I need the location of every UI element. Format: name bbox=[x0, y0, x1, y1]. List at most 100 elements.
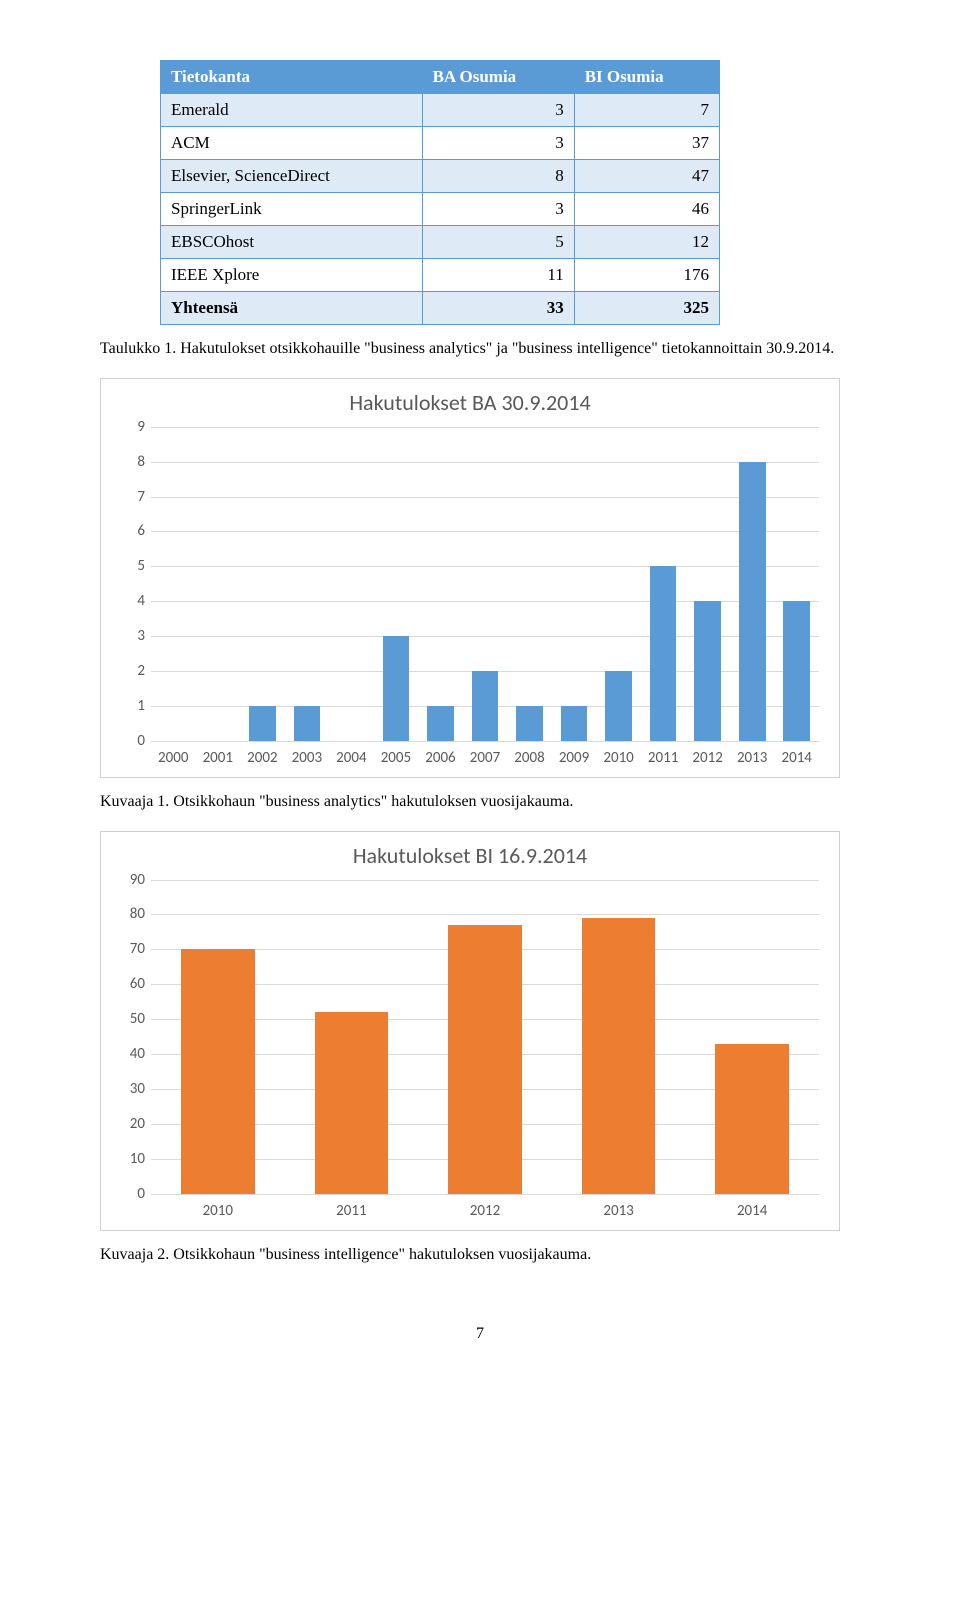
bars-container: 20102011201220132014 bbox=[151, 880, 819, 1194]
table-row: SpringerLink346 bbox=[161, 193, 720, 226]
y-tick-label: 80 bbox=[117, 905, 145, 923]
chart-ba-caption: Kuvaaja 1. Otsikkohaun "business analyti… bbox=[100, 792, 860, 813]
cell-ba: 5 bbox=[422, 226, 574, 259]
cell-db-name: Elsevier, ScienceDirect bbox=[161, 160, 423, 193]
cell-db-name: IEEE Xplore bbox=[161, 259, 423, 292]
x-tick-label: 2004 bbox=[329, 749, 374, 767]
cell-db-name: ACM bbox=[161, 127, 423, 160]
bar-slot: 2009 bbox=[552, 427, 597, 741]
bar-slot: 2011 bbox=[641, 427, 686, 741]
cell-db-name: Emerald bbox=[161, 94, 423, 127]
bar bbox=[715, 1044, 788, 1194]
x-tick-label: 2005 bbox=[374, 749, 419, 767]
chart-bi: Hakutulokset BI 16.9.2014 01020304050607… bbox=[100, 831, 840, 1231]
col-header-db: Tietokanta bbox=[161, 61, 423, 94]
bar-slot: 2012 bbox=[685, 427, 730, 741]
cell-bi: 37 bbox=[574, 127, 719, 160]
cell-ba: 3 bbox=[422, 127, 574, 160]
table-row: Emerald37 bbox=[161, 94, 720, 127]
x-tick-label: 2014 bbox=[685, 1202, 819, 1220]
y-tick-label: 50 bbox=[117, 1010, 145, 1028]
bar-slot: 2003 bbox=[285, 427, 330, 741]
cell-ba: 8 bbox=[422, 160, 574, 193]
x-tick-label: 2000 bbox=[151, 749, 196, 767]
y-tick-label: 10 bbox=[117, 1150, 145, 1168]
y-tick-label: 2 bbox=[117, 662, 145, 680]
bar bbox=[561, 706, 588, 741]
bar bbox=[427, 706, 454, 741]
x-tick-label: 2010 bbox=[151, 1202, 285, 1220]
x-tick-label: 2011 bbox=[285, 1202, 419, 1220]
cell-bi: 7 bbox=[574, 94, 719, 127]
table-row: ACM337 bbox=[161, 127, 720, 160]
bar bbox=[383, 636, 410, 741]
bar-slot: 2010 bbox=[151, 880, 285, 1194]
chart-bi-caption: Kuvaaja 2. Otsikkohaun "business intelli… bbox=[100, 1245, 860, 1266]
y-tick-label: 90 bbox=[117, 871, 145, 889]
col-header-bi: BI Osumia bbox=[574, 61, 719, 94]
x-tick-label: 2009 bbox=[552, 749, 597, 767]
y-tick-label: 4 bbox=[117, 592, 145, 610]
database-hits-table: Tietokanta BA Osumia BI Osumia Emerald37… bbox=[160, 60, 720, 325]
bar bbox=[605, 671, 632, 741]
bar-slot: 2000 bbox=[151, 427, 196, 741]
x-tick-label: 2014 bbox=[774, 749, 819, 767]
page-number: 7 bbox=[100, 1325, 860, 1343]
bar-slot: 2011 bbox=[285, 880, 419, 1194]
cell-bi: 176 bbox=[574, 259, 719, 292]
x-tick-label: 2006 bbox=[418, 749, 463, 767]
bar bbox=[783, 601, 810, 741]
bar-slot: 2014 bbox=[774, 427, 819, 741]
cell-ba: 3 bbox=[422, 94, 574, 127]
x-tick-label: 2012 bbox=[418, 1202, 552, 1220]
bar bbox=[472, 671, 499, 741]
chart-ba-title: Hakutulokset BA 30.9.2014 bbox=[101, 389, 839, 416]
table-row: EBSCOhost512 bbox=[161, 226, 720, 259]
x-tick-label: 2010 bbox=[596, 749, 641, 767]
x-tick-label: 2007 bbox=[463, 749, 508, 767]
x-tick-label: 2011 bbox=[641, 749, 686, 767]
x-tick-label: 2001 bbox=[196, 749, 241, 767]
bar-slot: 2014 bbox=[685, 880, 819, 1194]
y-tick-label: 7 bbox=[117, 488, 145, 506]
chart-bi-title: Hakutulokset BI 16.9.2014 bbox=[101, 842, 839, 869]
bar bbox=[448, 925, 521, 1194]
y-tick-label: 8 bbox=[117, 453, 145, 471]
y-tick-label: 70 bbox=[117, 940, 145, 958]
table-total-row: Yhteensä33325 bbox=[161, 292, 720, 325]
cell-bi: 47 bbox=[574, 160, 719, 193]
bar bbox=[694, 601, 721, 741]
bar-slot: 2001 bbox=[196, 427, 241, 741]
chart-ba: Hakutulokset BA 30.9.2014 01234567892000… bbox=[100, 378, 840, 778]
cell-total-bi: 325 bbox=[574, 292, 719, 325]
bars-container: 2000200120022003200420052006200720082009… bbox=[151, 427, 819, 741]
bar bbox=[315, 1012, 388, 1193]
bar-slot: 2012 bbox=[418, 880, 552, 1194]
cell-db-name: SpringerLink bbox=[161, 193, 423, 226]
bar-slot: 2007 bbox=[463, 427, 508, 741]
bar-slot: 2013 bbox=[552, 880, 686, 1194]
x-tick-label: 2008 bbox=[507, 749, 552, 767]
y-tick-label: 1 bbox=[117, 697, 145, 715]
bar-slot: 2002 bbox=[240, 427, 285, 741]
bar bbox=[181, 949, 254, 1193]
bar-slot: 2010 bbox=[596, 427, 641, 741]
bar bbox=[739, 462, 766, 741]
x-tick-label: 2013 bbox=[552, 1202, 686, 1220]
y-tick-label: 0 bbox=[117, 1185, 145, 1203]
cell-db-name: EBSCOhost bbox=[161, 226, 423, 259]
cell-bi: 46 bbox=[574, 193, 719, 226]
y-tick-label: 5 bbox=[117, 557, 145, 575]
bar-slot: 2004 bbox=[329, 427, 374, 741]
y-tick-label: 20 bbox=[117, 1115, 145, 1133]
cell-ba: 3 bbox=[422, 193, 574, 226]
table-caption: Taulukko 1. Hakutulokset otsikkohauille … bbox=[100, 339, 860, 360]
bar bbox=[249, 706, 276, 741]
bar bbox=[294, 706, 321, 741]
table-row: Elsevier, ScienceDirect847 bbox=[161, 160, 720, 193]
table-row: IEEE Xplore11176 bbox=[161, 259, 720, 292]
y-tick-label: 9 bbox=[117, 418, 145, 436]
bar-slot: 2008 bbox=[507, 427, 552, 741]
col-header-ba: BA Osumia bbox=[422, 61, 574, 94]
x-tick-label: 2003 bbox=[285, 749, 330, 767]
